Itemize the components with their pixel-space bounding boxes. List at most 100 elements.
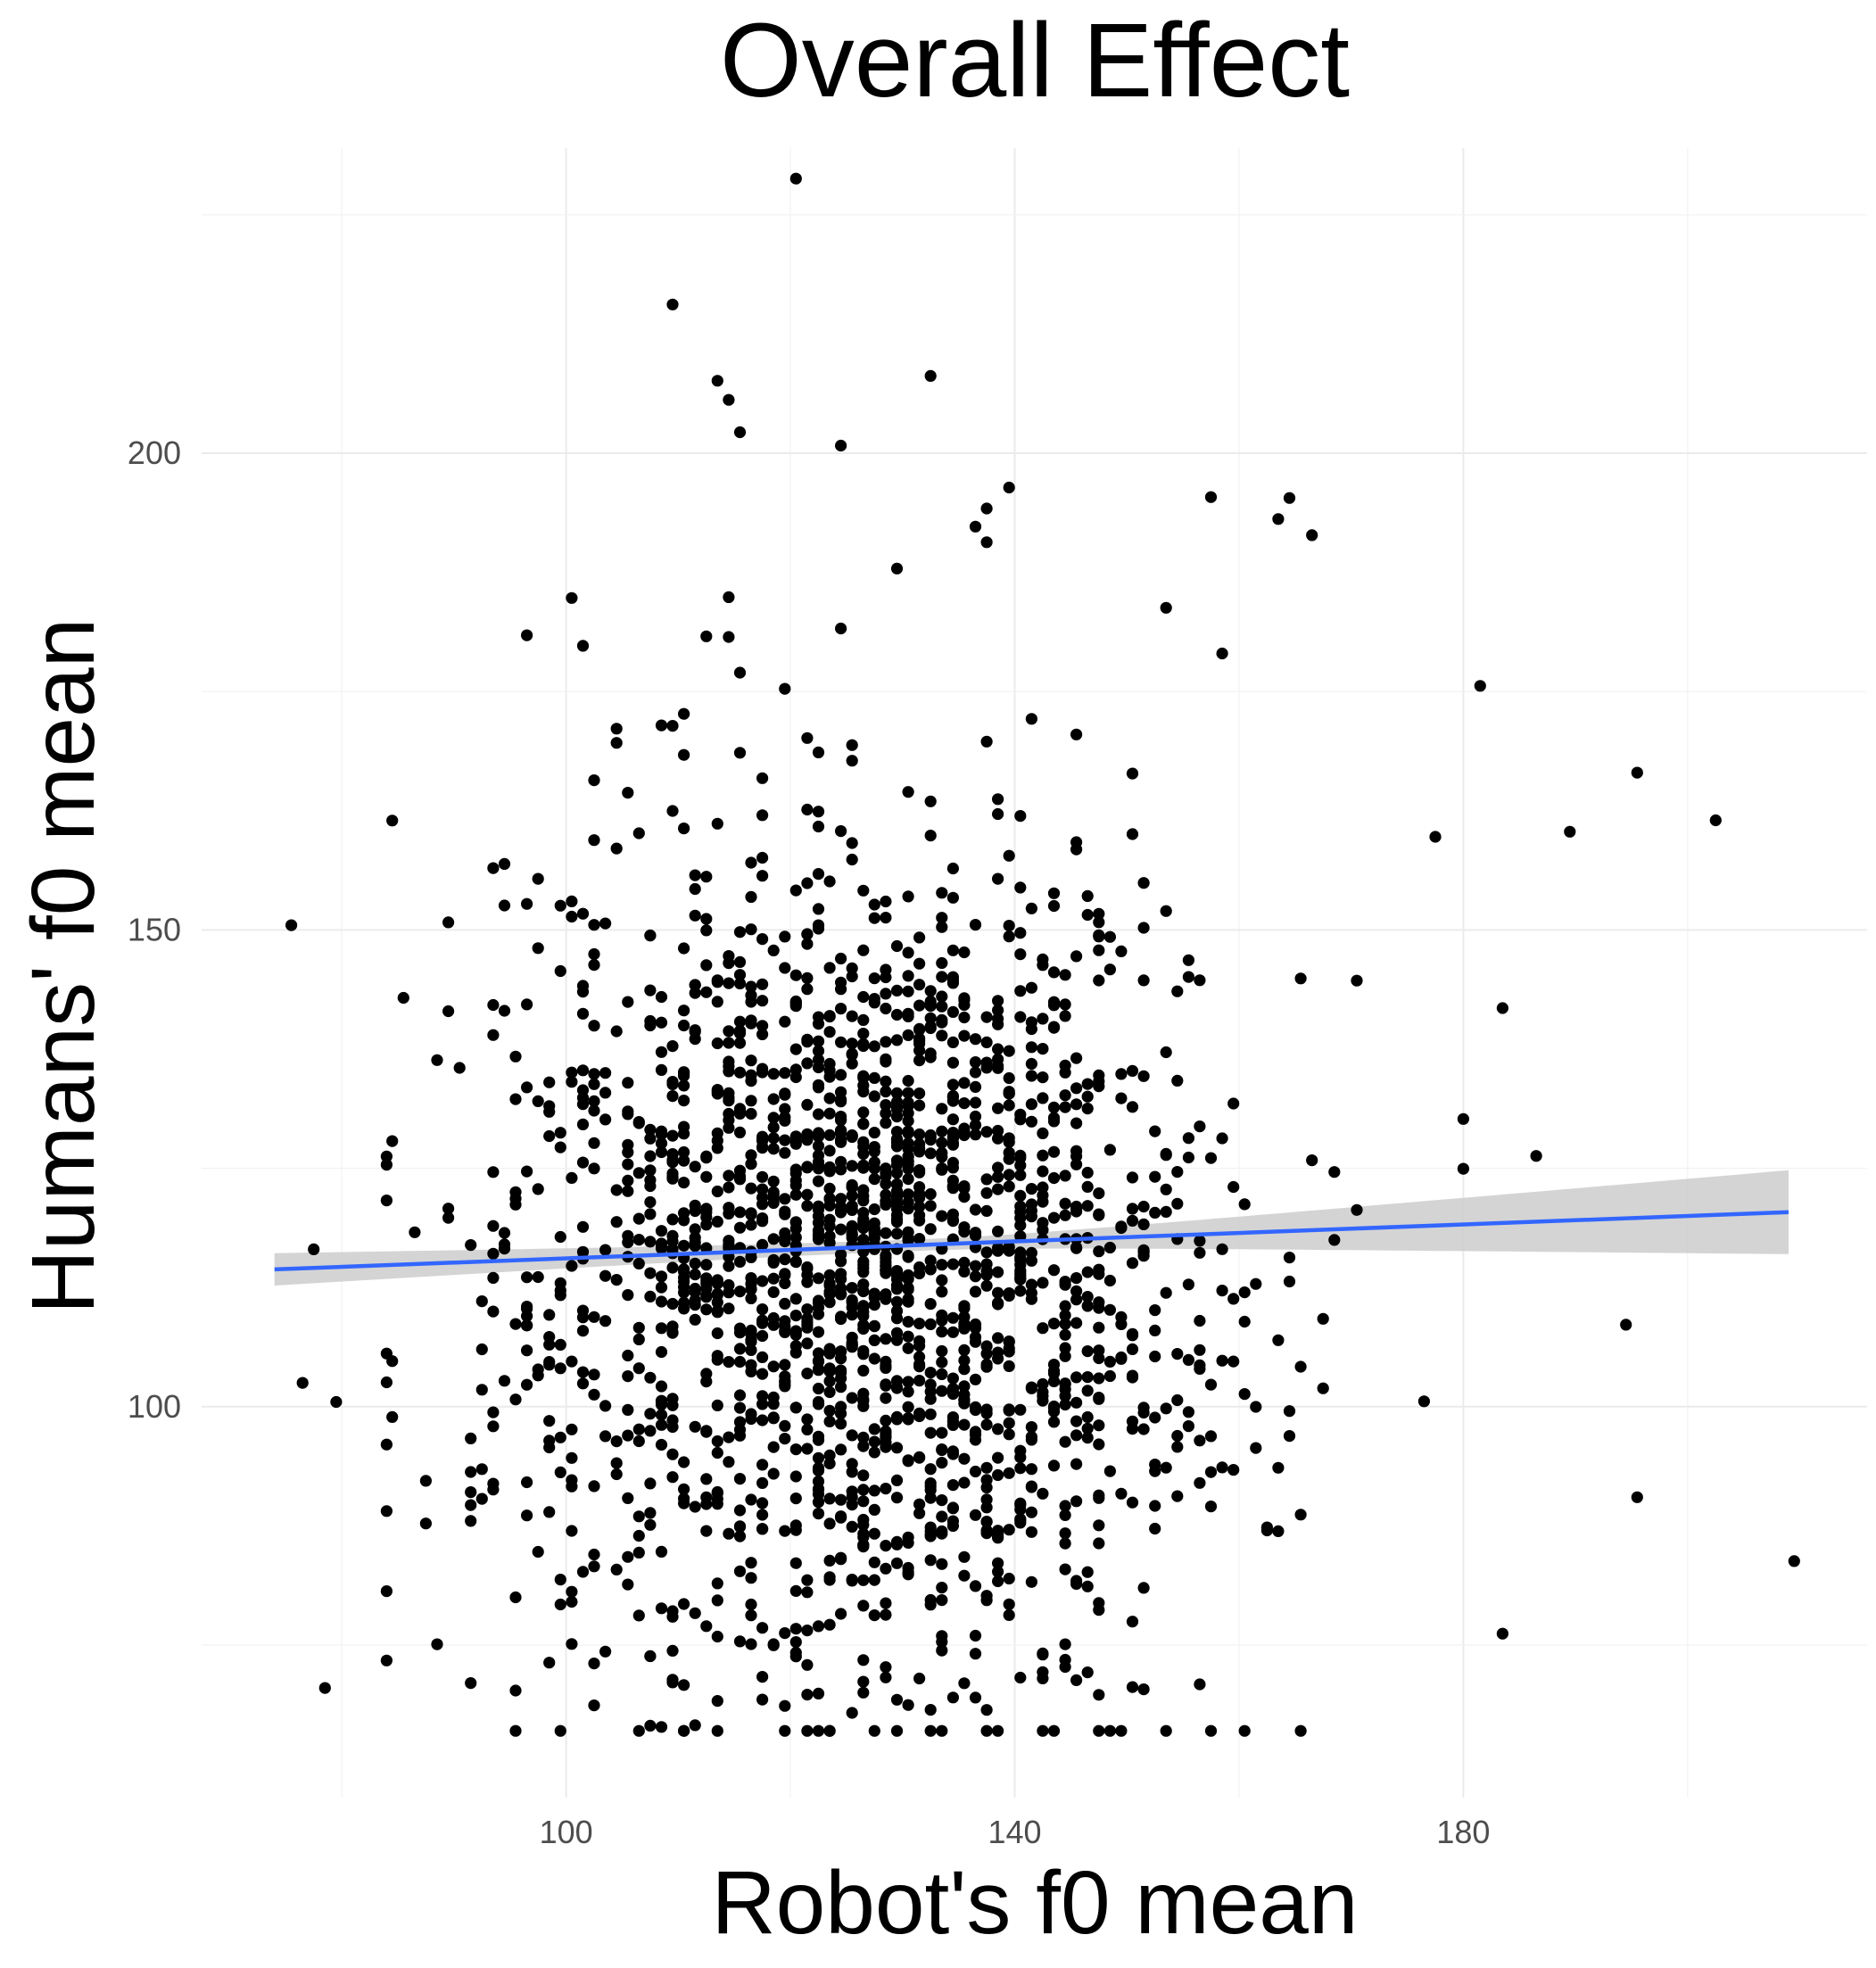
data-point — [1003, 1071, 1015, 1085]
data-point — [588, 1560, 600, 1573]
data-point — [655, 1345, 668, 1359]
data-point — [723, 1260, 735, 1272]
data-point — [823, 1724, 836, 1737]
data-point — [588, 834, 600, 847]
data-point — [801, 803, 814, 816]
data-point — [913, 1410, 926, 1423]
data-point — [846, 837, 858, 849]
data-point — [958, 1077, 971, 1089]
data-point — [745, 1278, 757, 1290]
data-point — [946, 1036, 959, 1048]
data-point — [756, 1317, 769, 1329]
data-point — [835, 952, 847, 965]
data-point — [1160, 1205, 1172, 1218]
data-point — [980, 1126, 993, 1138]
data-point — [1182, 1151, 1194, 1164]
data-point — [880, 1360, 892, 1372]
data-point — [969, 1509, 982, 1521]
data-point — [644, 1719, 657, 1732]
data-point — [958, 1452, 971, 1465]
data-point — [1227, 1180, 1240, 1194]
data-point — [1137, 877, 1150, 889]
data-point — [700, 1425, 713, 1437]
data-point — [913, 1032, 926, 1045]
data-point — [689, 1719, 701, 1732]
data-point — [1204, 491, 1218, 503]
data-point — [1171, 1490, 1184, 1502]
data-point — [846, 1038, 858, 1050]
data-point — [1238, 1198, 1251, 1211]
data-point — [655, 1602, 668, 1615]
data-point — [733, 1530, 747, 1542]
data-point — [992, 1566, 1004, 1578]
data-point — [330, 1395, 343, 1409]
data-point — [1160, 1046, 1172, 1059]
data-point — [644, 1477, 657, 1490]
data-point — [868, 1173, 880, 1186]
data-point — [857, 1539, 870, 1551]
data-point — [958, 1319, 971, 1332]
data-point — [969, 1110, 982, 1123]
data-point — [543, 1657, 556, 1669]
data-point — [1047, 966, 1061, 979]
data-point — [958, 1097, 971, 1110]
data-point — [835, 622, 847, 635]
data-point — [958, 1569, 971, 1582]
data-point — [733, 1255, 747, 1268]
data-point — [532, 1369, 544, 1382]
data-point — [532, 942, 544, 955]
data-point — [498, 899, 511, 912]
data-point — [992, 793, 1004, 806]
data-point — [733, 926, 747, 939]
data-point — [880, 1333, 892, 1345]
data-point — [767, 1319, 780, 1331]
data-point — [913, 1087, 926, 1100]
data-point — [1103, 1303, 1116, 1316]
data-point — [913, 1201, 926, 1213]
data-point — [1070, 1396, 1083, 1409]
data-point — [980, 502, 993, 515]
data-point — [1014, 881, 1027, 894]
data-point — [1059, 1197, 1071, 1210]
data-point — [644, 929, 657, 942]
data-point — [1081, 1666, 1094, 1679]
data-point — [756, 1198, 769, 1211]
data-point — [1003, 1289, 1015, 1302]
data-point — [801, 1574, 814, 1586]
data-point — [1059, 1209, 1071, 1221]
data-point — [936, 1162, 948, 1175]
data-point — [801, 1303, 814, 1316]
data-point — [756, 1693, 769, 1706]
data-point — [913, 1233, 926, 1245]
data-point — [1070, 1241, 1083, 1253]
data-point — [980, 1258, 993, 1270]
data-point — [779, 1359, 791, 1371]
data-point — [1037, 1390, 1049, 1402]
data-point — [980, 1418, 993, 1431]
data-point — [465, 1432, 477, 1444]
data-point — [936, 1137, 948, 1149]
data-point — [823, 1192, 836, 1204]
data-point — [655, 1721, 668, 1733]
data-point — [846, 1309, 858, 1321]
data-point — [1103, 1724, 1116, 1737]
y-tick-label: 150 — [128, 911, 181, 947]
data-point — [487, 1305, 500, 1318]
data-point — [644, 1236, 657, 1248]
data-point — [1093, 1597, 1105, 1609]
data-point — [969, 919, 982, 931]
data-point — [779, 930, 791, 943]
data-point — [936, 887, 948, 899]
data-point — [576, 640, 590, 652]
data-point — [992, 1018, 1004, 1030]
data-point — [1037, 959, 1049, 972]
data-point — [812, 1326, 825, 1338]
data-point — [924, 1318, 937, 1330]
data-point — [924, 1200, 937, 1212]
data-point — [566, 1355, 578, 1368]
data-point — [913, 979, 926, 991]
data-point — [880, 1392, 892, 1404]
data-point — [532, 1545, 544, 1559]
data-point — [666, 1326, 679, 1338]
data-point — [599, 1067, 612, 1079]
